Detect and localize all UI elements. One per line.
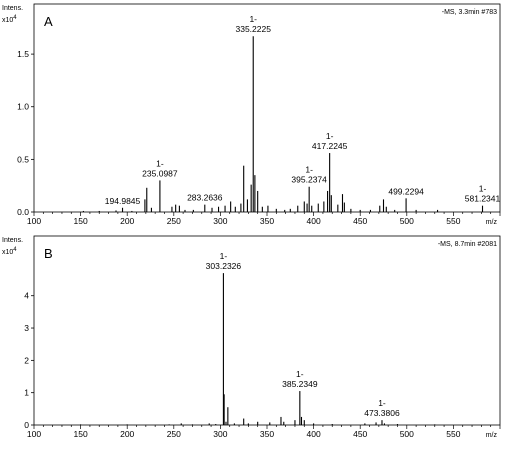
- x-tick-label: 200: [120, 216, 134, 226]
- peak-label: 1-473.3806: [364, 398, 400, 418]
- panel-letter: A: [44, 14, 53, 29]
- spectrum-panel-b: -MS, 8.7min #2081 B Intens. x104 0 1 2 3 4 100 150…: [2, 235, 501, 439]
- y-tick-label: 0.5: [17, 154, 29, 164]
- peak-label: 1-335.2225: [236, 14, 272, 34]
- x-tick-label: 350: [260, 216, 274, 226]
- plot-frame: [33, 3, 501, 213]
- y-tick-label: 0.0: [17, 207, 29, 217]
- x-axis-label: m/z: [486, 219, 498, 226]
- peak-label: 1-417.2245: [312, 131, 348, 151]
- y-tick-label: 1.5: [17, 49, 29, 59]
- x-tick-label: 550: [446, 216, 460, 226]
- y-axis-title: Intens.: [2, 237, 23, 244]
- x-tick-label: 550: [446, 429, 460, 439]
- x-tick-label: 300: [213, 216, 227, 226]
- y-tick-label: 4: [24, 291, 29, 301]
- peak-label: 194.9845: [105, 196, 141, 206]
- x-tick-label: 450: [353, 429, 367, 439]
- spectrum-header: -MS, 3.3min #783: [442, 9, 497, 16]
- x-tick-label: 100: [27, 429, 41, 439]
- y-tick-label: 2: [24, 355, 29, 365]
- panel-letter: B: [44, 246, 53, 261]
- spectrum-header: -MS, 8.7min #2081: [438, 241, 497, 248]
- y-tick-label: 1: [24, 388, 29, 398]
- x-tick-label: 350: [260, 429, 274, 439]
- y-tick-label: 1.0: [17, 102, 29, 112]
- x-axis-label: m/z: [486, 432, 498, 439]
- spectrum-panel-a: -MS, 3.3min #783 A Intens. x104 0.0 0.5 1.0 1.5…: [2, 3, 501, 226]
- peak-label: 499.2294: [388, 186, 424, 196]
- x-tick-label: 250: [167, 216, 181, 226]
- x-tick-label: 150: [74, 429, 88, 439]
- y-axis-title: Intens.: [2, 5, 23, 12]
- plot-frame: [33, 235, 501, 426]
- y-tick-label: 0: [24, 420, 29, 430]
- x-tick-label: 100: [27, 216, 41, 226]
- peak-label: 283.2636: [187, 193, 223, 203]
- y-axis-multiplier: x104: [2, 247, 17, 256]
- x-tick-label: 150: [74, 216, 88, 226]
- y-axis-multiplier: x104: [2, 15, 17, 24]
- x-tick-label: 500: [400, 216, 414, 226]
- y-tick-label: 3: [24, 323, 29, 333]
- peak-label: 1-385.2349: [282, 369, 318, 389]
- x-tick-label: 300: [213, 429, 227, 439]
- x-tick-label: 500: [400, 429, 414, 439]
- x-tick-label: 400: [307, 216, 321, 226]
- x-tick-label: 200: [120, 429, 134, 439]
- x-tick-label: 450: [353, 216, 367, 226]
- x-tick-label: 400: [307, 429, 321, 439]
- peak-label: 1-581.2341: [465, 184, 501, 204]
- peak-label: 1-235.0987: [142, 158, 178, 178]
- peak-label: 1-303.2326: [206, 251, 242, 271]
- x-tick-label: 250: [167, 429, 181, 439]
- peak-label: 1-395.2374: [291, 165, 327, 185]
